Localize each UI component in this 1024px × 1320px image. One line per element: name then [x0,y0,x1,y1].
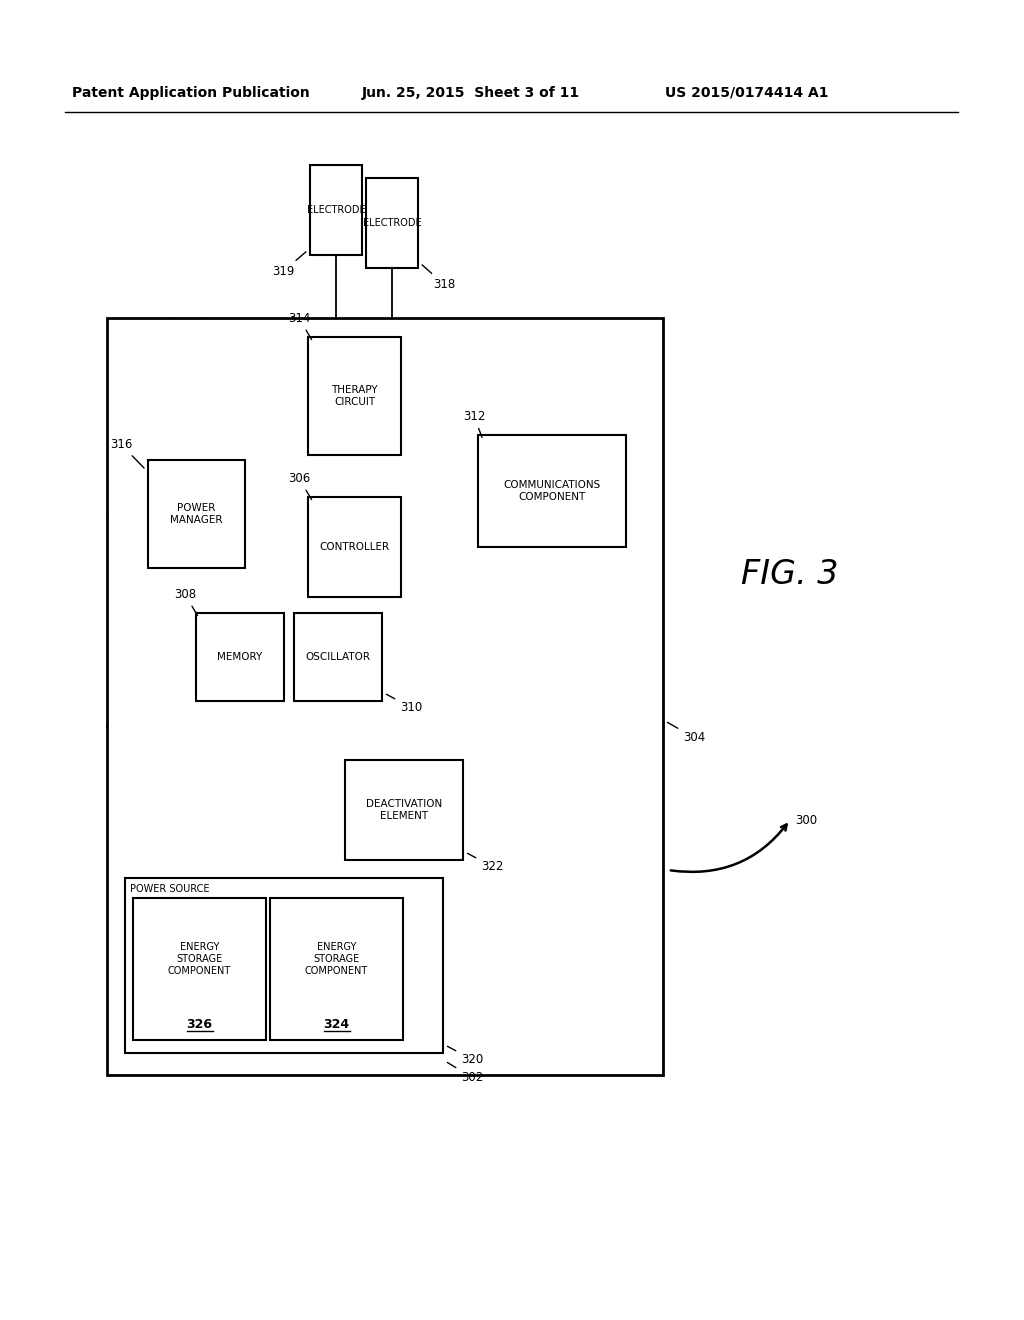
Bar [478,436,626,546]
Text: ELECTRODE: ELECTRODE [362,218,421,228]
Text: DEACTIVATION
ELEMENT: DEACTIVATION ELEMENT [366,799,442,821]
Text: POWER
MANAGER: POWER MANAGER [170,503,223,525]
Bar [308,337,401,455]
Text: 308: 308 [174,587,198,615]
Text: Patent Application Publication: Patent Application Publication [72,86,309,100]
Text: ENERGY
STORAGE
COMPONENT: ENERGY STORAGE COMPONENT [168,942,231,975]
Text: 306: 306 [288,473,311,499]
Bar [125,878,443,1053]
Bar [196,612,284,701]
Bar [294,612,382,701]
Text: 310: 310 [386,694,422,714]
Text: ENERGY
STORAGE
COMPONENT: ENERGY STORAGE COMPONENT [305,942,368,975]
Text: 324: 324 [324,1018,349,1031]
Bar [366,178,418,268]
Text: MEMORY: MEMORY [217,652,262,663]
Bar [148,459,245,568]
Text: 319: 319 [272,252,306,279]
Bar [345,760,463,861]
Text: CONTROLLER: CONTROLLER [319,543,389,552]
Bar [270,898,403,1040]
Text: 300: 300 [795,813,817,826]
Text: 326: 326 [186,1018,213,1031]
Text: THERAPY
CIRCUIT: THERAPY CIRCUIT [331,385,378,407]
Text: ELECTRODE: ELECTRODE [306,205,366,215]
Text: FIG. 3: FIG. 3 [741,558,839,591]
Text: 304: 304 [668,722,706,744]
Text: 318: 318 [422,265,456,290]
Text: 302: 302 [447,1063,483,1084]
Text: Jun. 25, 2015  Sheet 3 of 11: Jun. 25, 2015 Sheet 3 of 11 [362,86,581,100]
Text: 316: 316 [110,438,144,469]
Text: COMMUNICATIONS
COMPONENT: COMMUNICATIONS COMPONENT [504,480,601,502]
Text: 314: 314 [288,312,311,339]
Text: POWER SOURCE: POWER SOURCE [130,884,210,894]
Bar [308,498,401,597]
Text: OSCILLATOR: OSCILLATOR [305,652,371,663]
Text: 320: 320 [447,1047,483,1067]
Text: US 2015/0174414 A1: US 2015/0174414 A1 [665,86,828,100]
Bar [106,318,663,1074]
Bar [310,165,362,255]
Text: 312: 312 [463,411,485,437]
Bar [133,898,266,1040]
Text: 322: 322 [467,853,504,873]
